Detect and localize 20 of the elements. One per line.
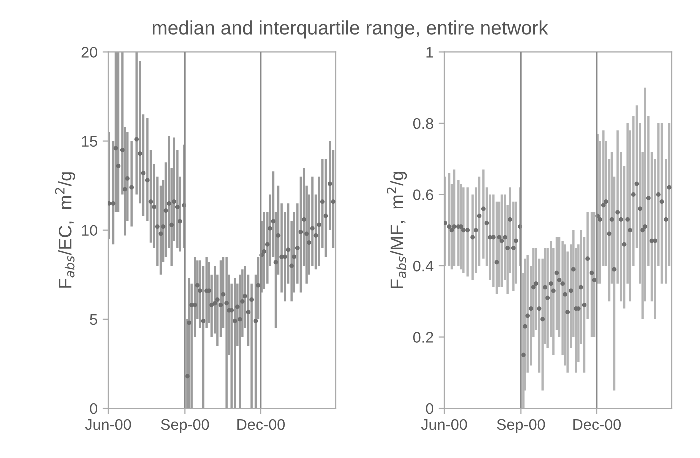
y-tick-label: 0.4 <box>413 260 434 272</box>
x-tick-label: Dec-00 <box>238 419 286 430</box>
y-tick-label: 0.2 <box>413 332 434 343</box>
y-tick-label: 0.6 <box>413 190 434 200</box>
y-axis-title: F$_{abs}$/MF, m$^{2}$/g <box>387 172 408 288</box>
y-tick-label: 1 <box>426 47 434 58</box>
x-tick-label: Jun-00 <box>85 419 132 430</box>
y-tick-label: 20 <box>82 47 98 58</box>
y-tick-label: 0 <box>426 403 434 414</box>
x-tick-label: Dec-00 <box>574 419 622 430</box>
y-tick-label: 5 <box>90 314 98 326</box>
y-tick-label: 0.8 <box>413 118 434 130</box>
y-tick-label: 0 <box>90 403 98 414</box>
y-tick-label: 15 <box>82 136 98 147</box>
y-tick-label: 10 <box>82 225 98 236</box>
x-tick-label: Sep-00 <box>161 419 210 434</box>
x-tick-label: Jun-00 <box>421 419 468 430</box>
y-axis-title: F$_{abs}$/EC, m$^{2}$/g <box>55 172 76 288</box>
x-tick-label: Sep-00 <box>497 419 546 434</box>
chart-title: median and interquartile range, entire network <box>152 20 548 39</box>
